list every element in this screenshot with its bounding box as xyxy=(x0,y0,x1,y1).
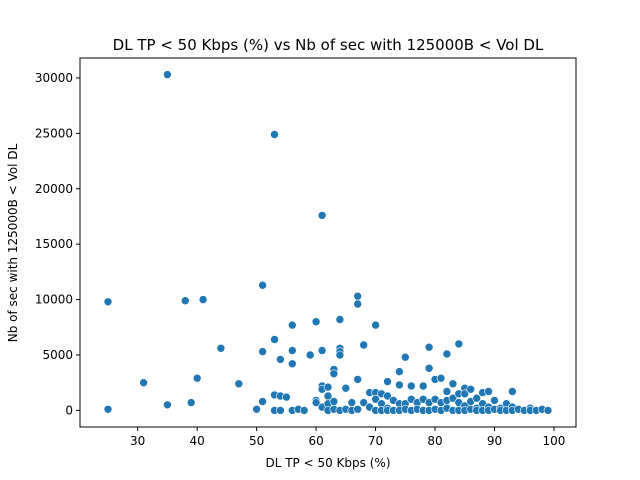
data-point xyxy=(317,346,327,355)
data-point xyxy=(383,391,392,401)
data-point xyxy=(353,375,363,384)
y-tick-label: 30000 xyxy=(35,71,73,85)
data-point xyxy=(311,317,321,327)
x-axis-label: DL TP < 50 Kbps (%) xyxy=(265,456,390,470)
data-point xyxy=(442,349,452,359)
data-point xyxy=(466,384,476,394)
data-point xyxy=(359,398,369,407)
data-point xyxy=(335,350,345,360)
data-point xyxy=(508,387,517,396)
data-point xyxy=(323,382,333,392)
data-point xyxy=(347,398,357,407)
data-point xyxy=(163,400,172,410)
data-point xyxy=(103,404,113,414)
data-point xyxy=(276,355,285,364)
y-tick-label: 20000 xyxy=(35,182,73,196)
y-tick-label: 5000 xyxy=(42,348,73,362)
data-point xyxy=(139,378,148,388)
data-point xyxy=(448,379,458,389)
data-point xyxy=(424,342,434,352)
data-point xyxy=(341,383,351,393)
data-point xyxy=(276,406,285,415)
x-tick-label: 100 xyxy=(543,434,566,448)
data-point xyxy=(424,363,434,373)
data-point xyxy=(282,392,291,402)
data-point xyxy=(472,393,482,403)
data-point xyxy=(186,398,196,407)
data-point xyxy=(454,339,464,349)
y-tick-label: 15000 xyxy=(35,237,73,251)
data-point xyxy=(371,320,380,330)
x-tick-label: 30 xyxy=(130,434,145,448)
data-point xyxy=(406,381,416,391)
data-point xyxy=(490,396,499,405)
data-point xyxy=(234,379,244,389)
data-point xyxy=(383,377,392,386)
data-point xyxy=(335,315,345,324)
data-point xyxy=(395,380,404,390)
x-tick-label: 80 xyxy=(427,434,442,448)
data-point xyxy=(299,406,309,415)
data-point xyxy=(484,387,493,396)
data-point xyxy=(395,367,404,376)
data-point xyxy=(460,389,470,399)
points-layer xyxy=(103,70,553,415)
data-point xyxy=(252,404,261,414)
data-point xyxy=(287,359,297,369)
x-tick-label: 60 xyxy=(308,434,323,448)
data-point xyxy=(311,398,321,407)
data-point xyxy=(317,211,327,220)
plot-frame xyxy=(79,57,577,428)
data-point xyxy=(353,291,363,301)
data-point xyxy=(329,369,339,379)
data-point xyxy=(258,280,267,290)
data-point xyxy=(103,297,113,307)
y-tick-label: 10000 xyxy=(35,293,73,307)
x-tick-label: 50 xyxy=(249,434,264,448)
data-point xyxy=(198,295,208,304)
y-axis: 0 5000 10000 15000 20000 25000 30000 xyxy=(35,71,80,417)
data-point xyxy=(418,381,428,391)
data-point xyxy=(163,70,172,79)
data-point xyxy=(192,373,202,383)
data-point xyxy=(216,343,226,353)
data-point xyxy=(353,299,363,309)
y-tick-label: 25000 xyxy=(35,126,73,140)
data-point xyxy=(371,394,380,404)
data-point xyxy=(287,320,297,330)
data-point xyxy=(270,335,279,344)
x-tick-label: 70 xyxy=(368,434,383,448)
data-point xyxy=(181,296,190,306)
data-point xyxy=(442,387,452,396)
data-point xyxy=(258,347,267,356)
data-point xyxy=(258,397,267,406)
x-tick-label: 40 xyxy=(190,434,205,448)
data-point xyxy=(305,350,315,360)
y-axis-label: Nb of sec with 125000B < Vol DL xyxy=(6,143,20,342)
data-point xyxy=(270,130,279,139)
data-point xyxy=(448,393,458,403)
data-point xyxy=(287,346,297,355)
data-point xyxy=(400,352,410,362)
data-point xyxy=(329,397,339,406)
data-point xyxy=(359,340,369,350)
data-point xyxy=(543,406,553,415)
data-point xyxy=(436,373,446,383)
x-tick-label: 90 xyxy=(487,434,502,448)
chart-title: DL TP < 50 Kbps (%) vs Nb of sec with 12… xyxy=(113,36,544,54)
data-point xyxy=(353,404,363,414)
x-axis: 30 40 50 60 70 80 90 100 xyxy=(130,427,565,448)
y-tick-label: 0 xyxy=(65,403,73,417)
